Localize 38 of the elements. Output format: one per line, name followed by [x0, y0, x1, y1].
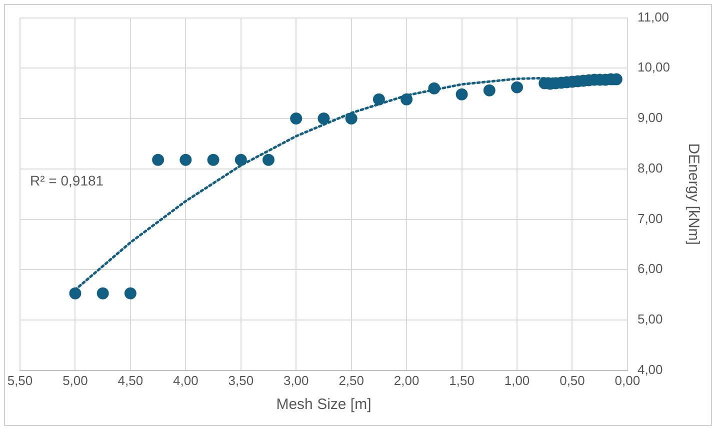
point [152, 154, 164, 166]
x-axis-title: Mesh Size [m] [276, 396, 372, 414]
point [180, 154, 192, 166]
y-tick-label: 11,00 [637, 9, 670, 24]
point [456, 88, 468, 100]
y-tick-label: 6,00 [637, 261, 663, 276]
x-tick-label: 1,50 [449, 372, 474, 388]
x-tick-label: 2,00 [394, 372, 420, 388]
y-tick-label: 7,00 [637, 210, 663, 226]
x-tick-label: 1,00 [504, 372, 530, 388]
y-tick-label: 9,00 [637, 110, 663, 126]
y-axis-title: DEnergy [kNm] [684, 143, 702, 245]
point [124, 287, 136, 300]
x-tick-label: 5,00 [62, 372, 88, 388]
point [345, 112, 358, 125]
point [483, 84, 496, 96]
x-tick-label: 4,50 [118, 372, 144, 388]
y-tick-label: 8,00 [637, 160, 663, 176]
point [428, 82, 440, 94]
point [318, 112, 330, 125]
point [262, 154, 275, 166]
y-tick-label: 5,00 [637, 312, 663, 327]
x-tick-label: 3,50 [228, 372, 254, 388]
x-tick-label: 5,50 [7, 372, 33, 388]
point [511, 81, 524, 94]
point [290, 112, 302, 125]
point [234, 154, 247, 166]
point [69, 287, 82, 300]
y-tick-label: 10,00 [637, 60, 670, 75]
point [372, 93, 385, 106]
x-tick-label: 4,00 [173, 372, 198, 388]
point [207, 154, 220, 166]
x-tick-label: 2,50 [338, 372, 364, 388]
x-tick-label: 3,00 [283, 372, 309, 388]
point [96, 287, 109, 300]
x-tick-label: 0,50 [560, 372, 585, 388]
point [400, 93, 413, 106]
annotation: R² = 0,9181 [30, 172, 104, 189]
